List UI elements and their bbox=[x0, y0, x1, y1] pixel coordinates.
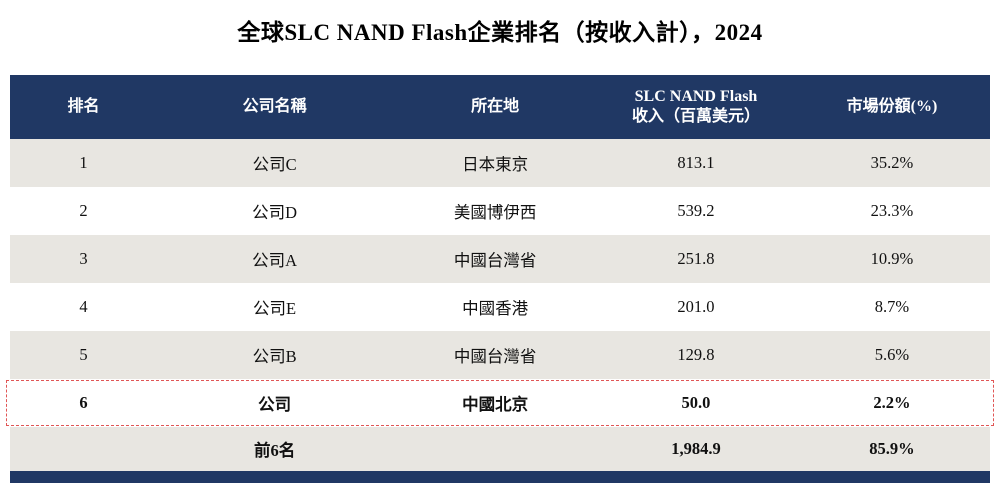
cell-company: 公司E bbox=[253, 299, 297, 318]
table-row: 5 公司B 中國台灣省 129.8 5.6% bbox=[10, 331, 990, 379]
table-row-highlighted: 6 公司 中國北京 50.0 2.2% bbox=[6, 379, 994, 427]
cell-revenue: 50.0 bbox=[681, 393, 711, 412]
cell-rank: 2 bbox=[79, 201, 88, 220]
cell-revenue: 201.0 bbox=[677, 297, 715, 316]
cell-rank: 4 bbox=[79, 297, 88, 316]
table-row: 2 公司D 美國博伊西 539.2 23.3% bbox=[10, 187, 990, 235]
table-footer-row: 前6名 1,984.9 85.9% bbox=[10, 427, 990, 471]
cell-location: 中國香港 bbox=[462, 299, 529, 318]
footer-label: 前6名 bbox=[253, 441, 296, 460]
header-rank: 排名 bbox=[67, 98, 100, 115]
cell-share: 8.7% bbox=[874, 297, 910, 316]
header-revenue-line2: 收入（百萬美元） bbox=[631, 108, 760, 125]
cell-location: 日本東京 bbox=[462, 155, 529, 174]
footer-revenue-total: 1,984.9 bbox=[671, 439, 721, 458]
footer-share-total: 85.9% bbox=[869, 439, 915, 458]
cell-rank: 3 bbox=[79, 249, 88, 268]
header-share: 市場份額(%) bbox=[846, 98, 938, 115]
cell-company: 公司B bbox=[252, 347, 297, 366]
cell-location: 中國北京 bbox=[462, 395, 529, 414]
cell-share: 5.6% bbox=[874, 345, 910, 364]
table-row: 3 公司A 中國台灣省 251.8 10.9% bbox=[10, 235, 990, 283]
header-revenue: SLC NAND Flash 收入（百萬美元） bbox=[598, 87, 794, 127]
table-row: 4 公司E 中國香港 201.0 8.7% bbox=[10, 283, 990, 331]
cell-share: 10.9% bbox=[870, 249, 914, 268]
cell-location: 中國台灣省 bbox=[453, 251, 537, 270]
cell-share: 35.2% bbox=[870, 153, 914, 172]
table-header-row: 排名 公司名稱 所在地 SLC NAND Flash 收入（百萬美元） 市場份額… bbox=[10, 75, 990, 139]
table-bottom-bar bbox=[10, 471, 990, 483]
cell-revenue: 129.8 bbox=[677, 345, 715, 364]
cell-location: 中國台灣省 bbox=[453, 347, 537, 366]
page-title: 全球SLC NAND Flash企業排名（按收入計），2024 bbox=[237, 20, 763, 45]
cell-rank: 1 bbox=[79, 153, 88, 172]
cell-rank: 6 bbox=[79, 393, 88, 412]
cell-company: 公司C bbox=[252, 155, 297, 174]
cell-share: 2.2% bbox=[873, 393, 911, 412]
ranking-table: 排名 公司名稱 所在地 SLC NAND Flash 收入（百萬美元） 市場份額… bbox=[6, 75, 994, 483]
cell-company: 公司D bbox=[252, 203, 298, 222]
header-location: 所在地 bbox=[471, 98, 520, 115]
cell-location: 美國博伊西 bbox=[453, 203, 537, 222]
cell-rank: 5 bbox=[79, 345, 88, 364]
header-company: 公司名稱 bbox=[242, 98, 307, 115]
cell-revenue: 251.8 bbox=[677, 249, 715, 268]
cell-revenue: 813.1 bbox=[677, 153, 715, 172]
cell-company: 公司A bbox=[252, 251, 298, 270]
cell-share: 23.3% bbox=[870, 201, 914, 220]
header-revenue-line1: SLC NAND Flash bbox=[634, 88, 758, 105]
cell-revenue: 539.2 bbox=[677, 201, 715, 220]
table-row: 1 公司C 日本東京 813.1 35.2% bbox=[10, 139, 990, 187]
cell-company: 公司 bbox=[258, 395, 292, 414]
